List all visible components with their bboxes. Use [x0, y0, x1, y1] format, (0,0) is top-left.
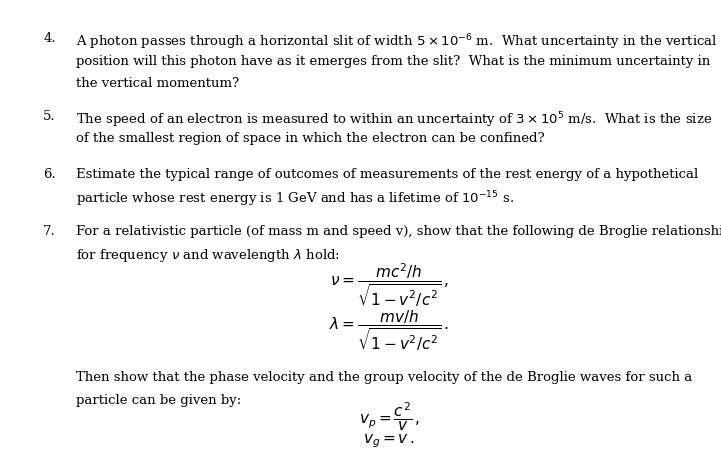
Text: $v_g = v\,.$: $v_g = v\,.$ [363, 432, 415, 450]
Text: The speed of an electron is measured to within an uncertainty of $3 \times 10^{5: The speed of an electron is measured to … [76, 110, 712, 130]
Text: $\nu = \dfrac{mc^2/h}{\sqrt{1 - v^2/c^2}}\,,$: $\nu = \dfrac{mc^2/h}{\sqrt{1 - v^2/c^2}… [329, 261, 449, 308]
Text: 6.: 6. [43, 168, 56, 181]
Text: A photon passes through a horizontal slit of width $5 \times 10^{-6}$ m.  What u: A photon passes through a horizontal sli… [76, 32, 717, 52]
Text: particle whose rest energy is 1 GeV and has a lifetime of $10^{-15}$ s.: particle whose rest energy is 1 GeV and … [76, 190, 514, 209]
Text: 4.: 4. [43, 32, 56, 45]
Text: 5.: 5. [43, 110, 56, 123]
Text: For a relativistic particle (of mass m and speed v), show that the following de : For a relativistic particle (of mass m a… [76, 225, 721, 238]
Text: particle can be given by:: particle can be given by: [76, 394, 241, 407]
Text: $v_p = \dfrac{c^2}{v}\,,$: $v_p = \dfrac{c^2}{v}\,,$ [359, 400, 420, 433]
Text: Estimate the typical range of outcomes of measurements of the rest energy of a h: Estimate the typical range of outcomes o… [76, 168, 698, 181]
Text: for frequency $\nu$ and wavelength $\lambda$ hold:: for frequency $\nu$ and wavelength $\lam… [76, 247, 340, 264]
Text: of the smallest region of space in which the electron can be confined?: of the smallest region of space in which… [76, 132, 544, 145]
Text: the vertical momentum?: the vertical momentum? [76, 77, 239, 90]
Text: position will this photon have as it emerges from the slit?  What is the minimum: position will this photon have as it eme… [76, 55, 710, 68]
Text: Then show that the phase velocity and the group velocity of the de Broglie waves: Then show that the phase velocity and th… [76, 371, 692, 384]
Text: 7.: 7. [43, 225, 56, 238]
Text: $\lambda = \dfrac{mv/h}{\sqrt{1 - v^2/c^2}}\,.$: $\lambda = \dfrac{mv/h}{\sqrt{1 - v^2/c^… [329, 309, 449, 353]
